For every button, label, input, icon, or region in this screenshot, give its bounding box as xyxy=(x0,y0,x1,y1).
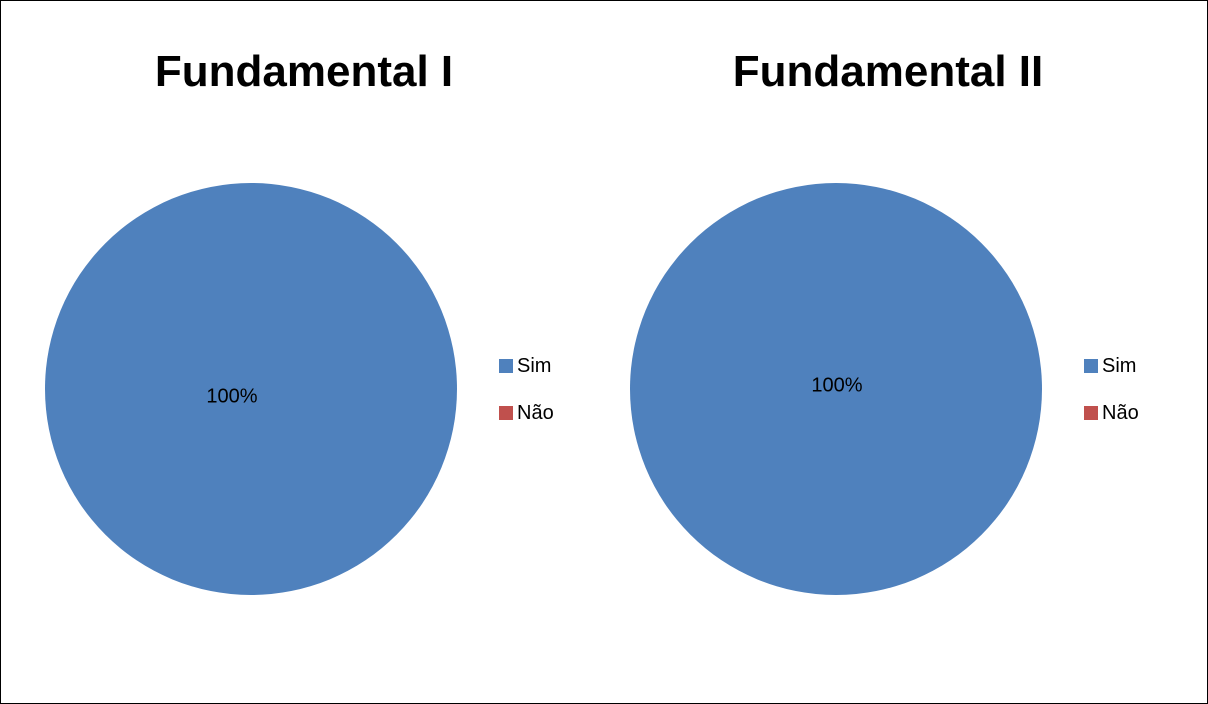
chart-title-fundamental-i: Fundamental I xyxy=(154,47,454,96)
legend-label-sim: Sim xyxy=(1102,354,1137,377)
chart-title-fundamental-ii: Fundamental II xyxy=(732,47,1044,96)
legend-item-sim: Sim xyxy=(499,354,554,378)
legend-swatch-nao xyxy=(1084,406,1098,420)
pie-slice-sim xyxy=(45,183,457,595)
legend-swatch-nao xyxy=(499,406,513,420)
legend-swatch-sim xyxy=(499,359,513,373)
legend-item-nao: Não xyxy=(499,401,554,425)
legend-fundamental-ii: Sim Não xyxy=(1084,354,1139,448)
legend-label-nao: Não xyxy=(517,401,554,424)
legend-fundamental-i: Sim Não xyxy=(499,354,554,448)
legend-label-nao: Não xyxy=(1102,401,1139,424)
legend-label-sim: Sim xyxy=(517,354,552,377)
legend-item-sim: Sim xyxy=(1084,354,1139,378)
pie-slice-sim xyxy=(630,183,1042,595)
legend-item-nao: Não xyxy=(1084,401,1139,425)
pie-data-label: 100% xyxy=(811,374,862,396)
pie-data-label: 100% xyxy=(206,385,257,407)
legend-swatch-sim xyxy=(1084,359,1098,373)
